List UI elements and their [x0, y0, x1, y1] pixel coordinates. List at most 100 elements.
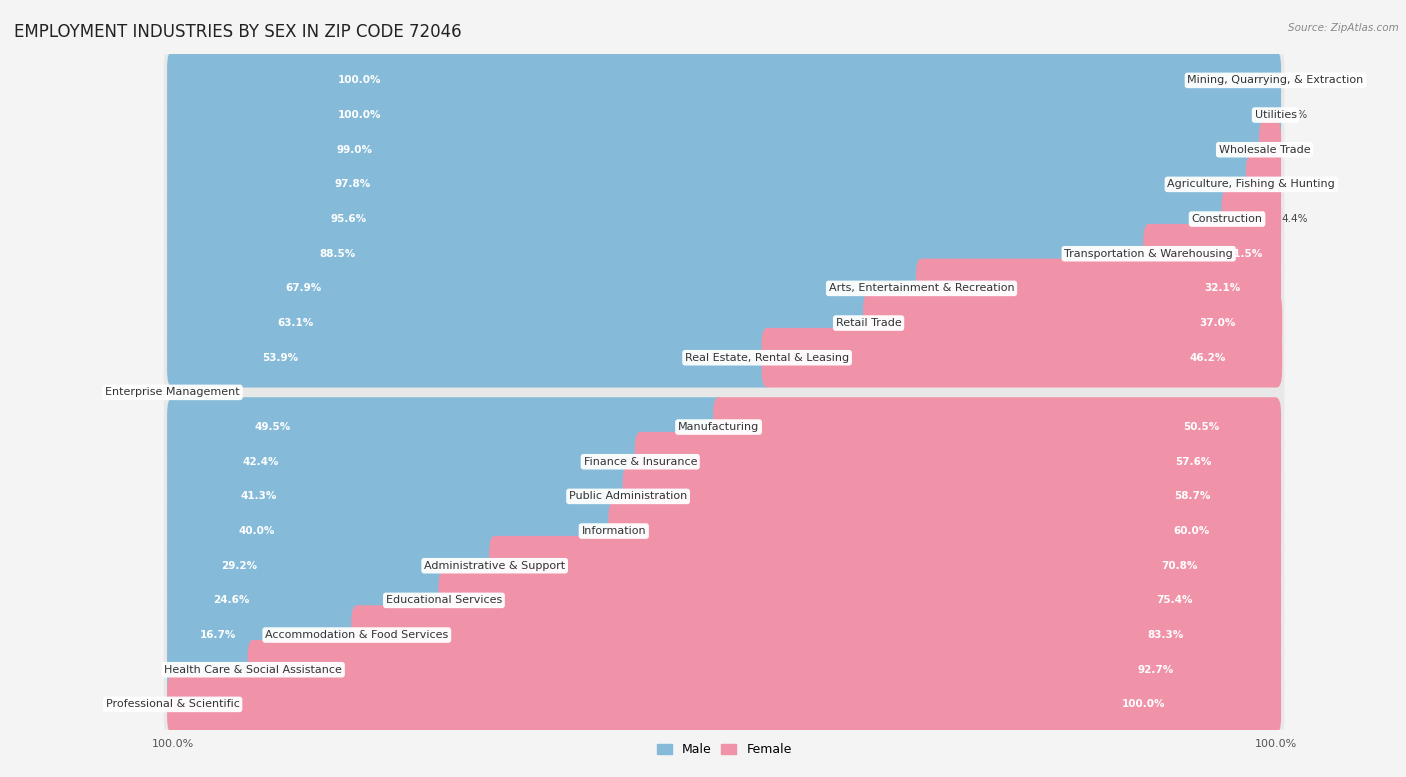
FancyBboxPatch shape [163, 110, 1285, 190]
Text: 24.6%: 24.6% [214, 595, 250, 605]
FancyBboxPatch shape [762, 328, 1282, 388]
FancyBboxPatch shape [163, 421, 1285, 502]
Text: 97.8%: 97.8% [335, 179, 371, 190]
Legend: Male, Female: Male, Female [651, 738, 797, 761]
FancyBboxPatch shape [167, 432, 645, 492]
FancyBboxPatch shape [863, 293, 1282, 353]
FancyBboxPatch shape [167, 536, 501, 595]
FancyBboxPatch shape [623, 466, 1281, 526]
Text: Information: Information [582, 526, 647, 536]
FancyBboxPatch shape [713, 397, 1281, 457]
FancyBboxPatch shape [163, 75, 1285, 155]
FancyBboxPatch shape [163, 629, 1285, 710]
FancyBboxPatch shape [163, 214, 1285, 294]
FancyBboxPatch shape [163, 491, 1285, 571]
Text: 0.0%: 0.0% [179, 388, 204, 397]
FancyBboxPatch shape [167, 120, 1270, 179]
Text: 40.0%: 40.0% [239, 526, 276, 536]
Text: 16.7%: 16.7% [200, 630, 236, 640]
Text: Arts, Entertainment & Recreation: Arts, Entertainment & Recreation [828, 284, 1014, 294]
FancyBboxPatch shape [1222, 190, 1281, 249]
Text: 0.0%: 0.0% [141, 388, 167, 397]
Text: Educational Services: Educational Services [385, 595, 502, 605]
FancyBboxPatch shape [489, 536, 1281, 595]
Text: 49.5%: 49.5% [254, 422, 291, 432]
Text: 29.2%: 29.2% [221, 561, 257, 571]
Text: 46.2%: 46.2% [1189, 353, 1226, 363]
Text: 11.5%: 11.5% [1226, 249, 1263, 259]
Text: 2.2%: 2.2% [1281, 179, 1308, 190]
FancyBboxPatch shape [163, 179, 1285, 260]
FancyBboxPatch shape [167, 466, 634, 526]
Text: Manufacturing: Manufacturing [678, 422, 759, 432]
FancyBboxPatch shape [167, 605, 363, 665]
Text: 7.3%: 7.3% [221, 664, 247, 674]
FancyBboxPatch shape [167, 640, 259, 699]
Text: 83.3%: 83.3% [1147, 630, 1184, 640]
Text: Source: ZipAtlas.com: Source: ZipAtlas.com [1288, 23, 1399, 33]
Text: Finance & Insurance: Finance & Insurance [583, 457, 697, 467]
Text: 70.8%: 70.8% [1161, 561, 1198, 571]
Text: 95.6%: 95.6% [330, 214, 367, 224]
FancyBboxPatch shape [163, 352, 1285, 433]
FancyBboxPatch shape [167, 85, 1281, 145]
FancyBboxPatch shape [163, 664, 1285, 744]
FancyBboxPatch shape [163, 560, 1285, 640]
FancyBboxPatch shape [167, 224, 1154, 284]
FancyBboxPatch shape [167, 51, 1281, 110]
Text: Administrative & Support: Administrative & Support [425, 561, 565, 571]
Text: Agriculture, Fishing & Hunting: Agriculture, Fishing & Hunting [1167, 179, 1336, 190]
Text: 50.5%: 50.5% [1184, 422, 1220, 432]
FancyBboxPatch shape [163, 595, 1285, 675]
Text: 100.0%: 100.0% [337, 110, 381, 120]
FancyBboxPatch shape [167, 190, 1233, 249]
Text: 63.1%: 63.1% [277, 318, 314, 328]
Text: Accommodation & Food Services: Accommodation & Food Services [266, 630, 449, 640]
Text: 92.7%: 92.7% [1137, 664, 1174, 674]
FancyBboxPatch shape [609, 501, 1281, 561]
Text: 0.0%: 0.0% [1281, 110, 1308, 120]
FancyBboxPatch shape [167, 397, 724, 457]
FancyBboxPatch shape [167, 293, 875, 353]
Text: Construction: Construction [1191, 214, 1263, 224]
FancyBboxPatch shape [163, 145, 1285, 225]
FancyBboxPatch shape [163, 283, 1285, 364]
FancyBboxPatch shape [167, 155, 1257, 214]
Text: 32.1%: 32.1% [1204, 284, 1240, 294]
Text: Public Administration: Public Administration [569, 491, 688, 501]
Text: 100.0%: 100.0% [1122, 699, 1166, 709]
Text: 60.0%: 60.0% [1173, 526, 1209, 536]
Text: 75.4%: 75.4% [1156, 595, 1192, 605]
FancyBboxPatch shape [163, 387, 1285, 467]
Text: 42.4%: 42.4% [243, 457, 280, 467]
FancyBboxPatch shape [917, 259, 1281, 319]
Text: 57.6%: 57.6% [1175, 457, 1212, 467]
FancyBboxPatch shape [247, 640, 1281, 699]
FancyBboxPatch shape [167, 501, 619, 561]
FancyBboxPatch shape [163, 456, 1285, 537]
Text: Utilities: Utilities [1254, 110, 1296, 120]
Text: 100.0%: 100.0% [337, 75, 381, 85]
Text: 0.0%: 0.0% [141, 699, 167, 709]
FancyBboxPatch shape [1258, 120, 1281, 179]
Text: 1.0%: 1.0% [1281, 145, 1308, 155]
Text: 67.9%: 67.9% [285, 284, 321, 294]
FancyBboxPatch shape [1246, 155, 1281, 214]
Text: Retail Trade: Retail Trade [835, 318, 901, 328]
FancyBboxPatch shape [163, 40, 1285, 120]
Text: Health Care & Social Assistance: Health Care & Social Assistance [165, 664, 342, 674]
FancyBboxPatch shape [163, 525, 1285, 606]
Text: Enterprise Management: Enterprise Management [105, 388, 240, 397]
Text: Wholesale Trade: Wholesale Trade [1219, 145, 1310, 155]
Text: Transportation & Warehousing: Transportation & Warehousing [1064, 249, 1233, 259]
Text: Mining, Quarrying, & Extraction: Mining, Quarrying, & Extraction [1188, 75, 1364, 85]
Text: 88.5%: 88.5% [319, 249, 356, 259]
Text: 99.0%: 99.0% [336, 145, 373, 155]
FancyBboxPatch shape [1143, 224, 1281, 284]
FancyBboxPatch shape [167, 674, 1281, 734]
FancyBboxPatch shape [163, 248, 1285, 329]
FancyBboxPatch shape [439, 570, 1281, 630]
Text: Real Estate, Rental & Leasing: Real Estate, Rental & Leasing [685, 353, 849, 363]
FancyBboxPatch shape [352, 605, 1281, 665]
Text: Professional & Scientific: Professional & Scientific [105, 699, 239, 709]
